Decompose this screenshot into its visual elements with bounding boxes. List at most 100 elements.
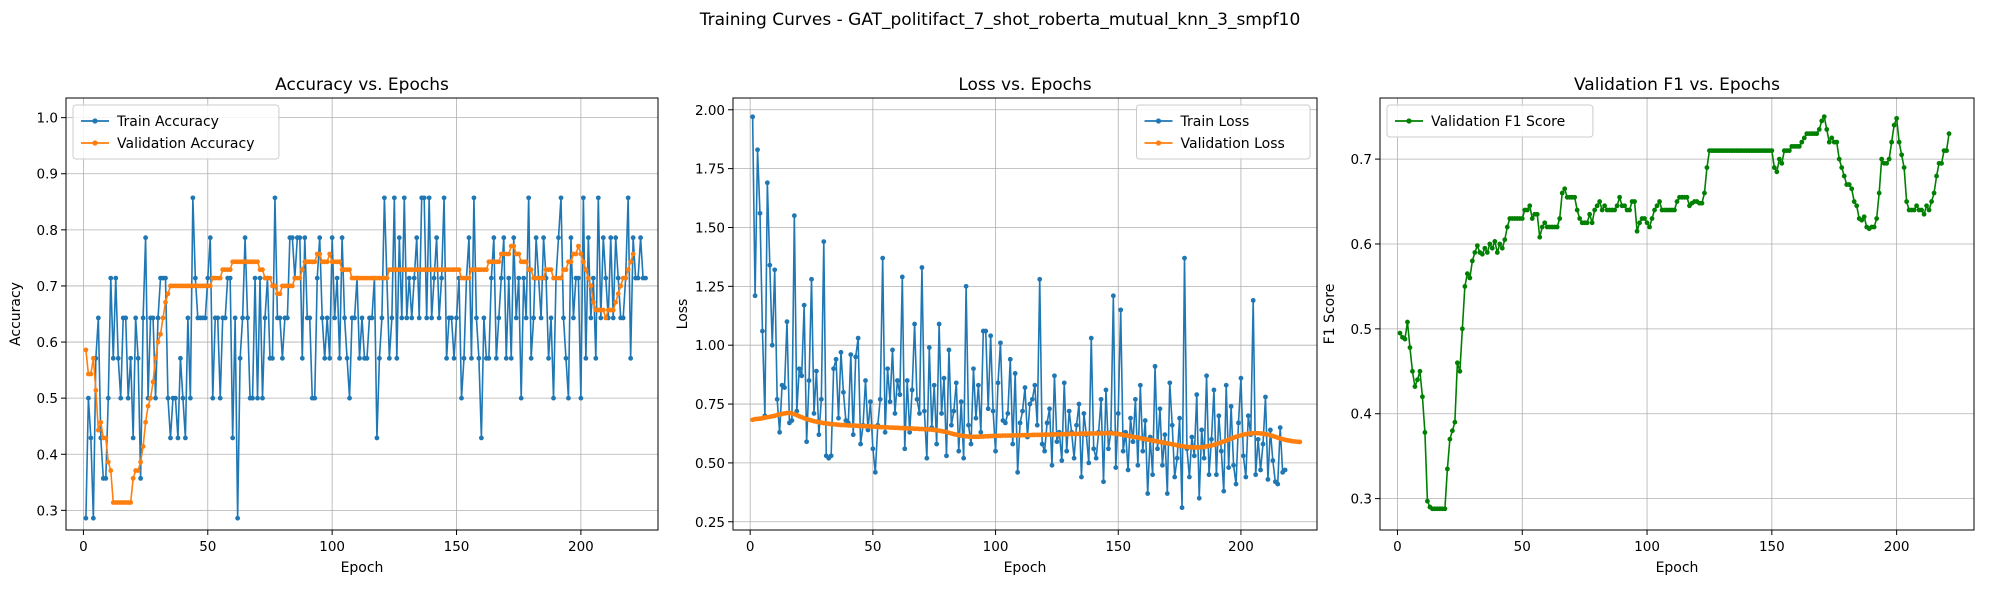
accuracy-series-0-point-43 [190,195,196,201]
accuracy-series-0-point-208 [600,235,606,241]
accuracy-series-1-point-102 [337,259,343,265]
accuracy-series-0-point-63 [240,315,246,321]
accuracy-series-0-point-186 [546,355,551,361]
accuracy-series-0-point-98 [327,355,333,361]
accuracy-series-1-point-86 [297,275,303,281]
f1-y-tick-label-1: 0.4 [1351,407,1372,423]
accuracy-series-1-point-21 [135,468,141,473]
f1-series-0-point-213 [1929,199,1934,204]
accuracy-series-0-point-78 [277,315,283,321]
accuracy-series-1-point-29 [155,339,161,345]
f1-y-axis-label: F1 Score [1322,284,1338,345]
accuracy-series-1-point-220 [630,251,636,257]
f1-series-0-point-27 [1464,271,1470,277]
f1-series-0-point-191 [1874,216,1880,221]
loss-series-0-point-68 [917,411,922,416]
f1-series-0-point-26 [1462,284,1468,289]
loss-series-0-point-160 [1142,418,1148,423]
loss-series-0-point-104 [1005,411,1011,416]
accuracy-series-0-point-173 [513,315,519,321]
accuracy-series-0-point-157 [474,315,479,321]
loss-series-0-point-79 [944,453,949,459]
loss-series-0-point-123 [1052,373,1057,379]
loss-series-0-point-36 [838,349,844,355]
f1-legend-label-0: Validation F1 Score [1431,114,1565,130]
f1-series-0-point-52 [1527,203,1533,209]
accuracy-series-0-point-28 [153,395,158,401]
loss-series-0-point-82 [951,408,957,414]
accuracy-axes-frame [65,97,659,531]
accuracy-series-0-point-58 [227,275,233,281]
accuracy-series-0-point-8 [103,475,109,481]
accuracy-series-1-point-214 [615,291,621,297]
loss-series-0-point-210 [1265,476,1271,482]
accuracy-series-0-point-184 [541,235,546,241]
loss-series-0-point-127 [1061,380,1067,386]
f1-series-0-point-100 [1647,224,1652,230]
loss-series-0-point-189 [1213,472,1219,478]
loss-series-0-point-14 [784,319,790,325]
f1-series-0-point-63 [1554,224,1560,230]
accuracy-series-0-point-137 [424,315,430,321]
loss-series-0-point-101 [998,340,1003,346]
accuracy-series-0-point-38 [178,355,183,361]
f1-series-0-point-34 [1482,245,1488,251]
loss-x-tick-label-2: 100 [983,539,1009,555]
f1-series-0-point-51 [1524,207,1530,213]
loss-series-0-point-49 [870,446,876,452]
loss-series-0-point-114 [1029,396,1035,402]
loss-series-0-point-32 [828,453,834,459]
loss-axes-frame [732,97,1318,531]
accuracy-series-1-point-25 [145,403,151,409]
accuracy-series-0-point-101 [334,275,340,281]
accuracy-series-1-point-199 [578,251,584,257]
f1-series-0-point-76 [1587,211,1593,217]
accuracy-series-1-point-200 [580,259,586,265]
loss-series-0-point-178 [1187,474,1192,480]
accuracy-series-0-point-207 [598,315,604,321]
f1-series-0-point-122 [1702,190,1707,196]
accuracy-series-0-point-166 [496,315,502,321]
loss-series-0-point-44 [858,441,863,447]
accuracy-series-1-point-10 [108,468,114,473]
accuracy-series-0-point-24 [143,235,149,241]
accuracy-series-0-point-40 [182,435,188,441]
loss-series-0-point-161 [1145,491,1151,496]
loss-series-0-point-209 [1263,394,1268,400]
accuracy-series-0-point-87 [299,355,305,361]
loss-legend-marker-1 [1155,140,1162,146]
loss-series-0-point-40 [848,352,854,358]
loss-series-0-point-149 [1115,411,1121,416]
f1-x-tick-label-4: 200 [1884,539,1910,555]
loss-series-0-point-107 [1012,371,1018,376]
f1-y-tick-label-3: 0.6 [1351,237,1372,253]
accuracy-y-tick-label-0: 0.3 [37,503,58,519]
f1-series-0-point-101 [1649,216,1655,221]
loss-series-0-point-116 [1034,422,1040,428]
f1-series-0-point-212 [1926,207,1932,213]
accuracy-series-0-point-138 [426,195,432,201]
loss-series-0-point-199 [1238,375,1244,381]
accuracy-series-0-point-212 [610,315,616,321]
f1-series-0-point-5 [1410,368,1415,374]
loss-legend-label-1: Validation Loss [1181,136,1285,152]
loss-legend: Train Loss Validation Loss [1136,104,1311,160]
loss-y-tick-label-5: 1.50 [695,220,725,236]
accuracy-series-0-point-127 [399,315,405,321]
accuracy-series-1-point-18 [128,500,134,505]
accuracy-series-1-point-202 [585,275,591,281]
figure-title: Training Curves - GAT_politifact_7_shot_… [699,10,1301,30]
accuracy-series-0-point-143 [439,275,444,281]
accuracy-series-0-point-61 [235,515,241,521]
loss-series-0-point-11 [777,429,783,435]
accuracy-series-1-point-208 [600,307,606,313]
accuracy-series-1-point-94 [317,251,323,257]
accuracy-series-0-point-21 [135,355,141,361]
loss-series-0-point-148 [1113,465,1119,471]
accuracy-x-axis-label: Epoch [341,560,384,576]
accuracy-series-1-point-33 [165,291,171,297]
accuracy-series-1-point-215 [618,283,624,289]
loss-series-0-point-96 [985,406,991,412]
loss-series-0-point-175 [1179,505,1185,511]
loss-series-0-point-26 [814,368,819,374]
